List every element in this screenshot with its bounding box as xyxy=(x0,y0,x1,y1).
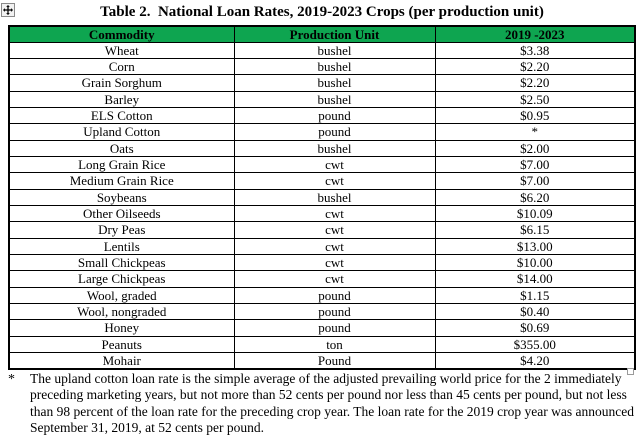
commodity-cell: Soybeans xyxy=(8,188,235,207)
commodity-cell: Small Chickpeas xyxy=(8,254,235,272)
unit-cell: bushel xyxy=(233,139,436,158)
rate-cell: $10.09 xyxy=(434,205,636,223)
commodity-cell: Medium Grain Rice xyxy=(8,172,235,190)
table-row: Wheat bushel $3.38 xyxy=(8,41,636,60)
footnote-text: The upland cotton loan rate is the simpl… xyxy=(30,371,634,437)
rate-cell: $10.00 xyxy=(434,254,636,272)
four-way-arrow-icon xyxy=(3,5,13,15)
unit-cell: pound xyxy=(233,123,436,141)
rate-cell: $6.20 xyxy=(434,188,636,207)
footnote-line: preceding marketing years, but not more … xyxy=(30,387,627,403)
table-row: Mohair Pound $4.20 xyxy=(8,352,636,370)
footnote-line: The upland cotton loan rate is the simpl… xyxy=(30,371,622,386)
header-production-unit: Production Unit xyxy=(233,25,436,43)
commodity-cell: Oats xyxy=(8,139,235,158)
unit-cell: pound xyxy=(233,303,436,321)
table-row: Dry Peas cwt $6.15 xyxy=(8,221,636,239)
table-row: ELS Cotton pound $0.95 xyxy=(8,107,636,125)
rate-cell: $2.20 xyxy=(434,58,636,76)
rate-cell: $2.50 xyxy=(434,90,636,109)
rate-cell: $1.15 xyxy=(434,286,636,305)
commodity-cell: Mohair xyxy=(8,352,235,370)
table-move-handle[interactable] xyxy=(1,3,15,17)
loan-rates-table: Commodity Production Unit 2019 -2023 Whe… xyxy=(8,25,636,370)
commodity-cell: Grain Sorghum xyxy=(8,74,235,92)
commodity-cell: Wool, nongraded xyxy=(8,303,235,321)
unit-cell: cwt xyxy=(233,205,436,223)
rate-cell: $14.00 xyxy=(434,270,636,288)
rate-cell: $0.40 xyxy=(434,303,636,321)
commodity-cell: Lentils xyxy=(8,237,235,256)
commodity-cell: Peanuts xyxy=(8,335,235,354)
unit-cell: cwt xyxy=(233,221,436,239)
header-commodity: Commodity xyxy=(8,25,235,43)
unit-cell: pound xyxy=(233,286,436,305)
table-row: Small Chickpeas cwt $10.00 xyxy=(8,254,636,272)
commodity-cell: Wool, graded xyxy=(8,286,235,305)
unit-cell: cwt xyxy=(233,270,436,288)
footnote-marker: * xyxy=(8,372,15,387)
rate-cell: $7.00 xyxy=(434,172,636,190)
commodity-cell: Honey xyxy=(8,319,235,337)
unit-cell: Pound xyxy=(233,352,436,370)
unit-cell: bushel xyxy=(233,188,436,207)
table-row: Large Chickpeas cwt $14.00 xyxy=(8,270,636,288)
commodity-cell: Dry Peas xyxy=(8,221,235,239)
page-title: Table 2. National Loan Rates, 2019-2023 … xyxy=(100,4,544,20)
table-row: Wool, graded pound $1.15 xyxy=(8,286,636,305)
footnote-line: than 98 percent of the loan rate for the… xyxy=(30,403,634,419)
rate-cell: $13.00 xyxy=(434,237,636,256)
rate-cell: $3.38 xyxy=(434,41,636,60)
rate-cell: $7.00 xyxy=(434,156,636,174)
unit-cell: cwt xyxy=(233,172,436,190)
commodity-cell: Large Chickpeas xyxy=(8,270,235,288)
table-row: Wool, nongraded pound $0.40 xyxy=(8,303,636,321)
unit-cell: ton xyxy=(233,335,436,354)
commodity-cell: Corn xyxy=(8,58,235,76)
commodity-cell: Barley xyxy=(8,90,235,109)
rate-cell: $6.15 xyxy=(434,221,636,239)
table-row: Medium Grain Rice cwt $7.00 xyxy=(8,172,636,190)
commodity-cell: Upland Cotton xyxy=(8,123,235,141)
rate-cell: $2.20 xyxy=(434,74,636,92)
table-row: Lentils cwt $13.00 xyxy=(8,237,636,256)
rate-cell: $0.95 xyxy=(434,107,636,125)
table-row: Peanuts ton $355.00 xyxy=(8,335,636,354)
rate-cell: $2.00 xyxy=(434,139,636,158)
footnote-line: September 31, 2019, at 52 cents per poun… xyxy=(30,420,264,436)
commodity-cell: Long Grain Rice xyxy=(8,156,235,174)
header-rate-years: 2019 -2023 xyxy=(434,25,636,43)
table-row: Soybeans bushel $6.20 xyxy=(8,188,636,207)
table-row: Long Grain Rice cwt $7.00 xyxy=(8,156,636,174)
unit-cell: bushel xyxy=(233,74,436,92)
commodity-cell: Wheat xyxy=(8,41,235,60)
unit-cell: pound xyxy=(233,107,436,125)
anchor-square-icon xyxy=(627,368,634,375)
unit-cell: cwt xyxy=(233,237,436,256)
rate-cell: $355.00 xyxy=(434,335,636,354)
table-row: Corn bushel $2.20 xyxy=(8,58,636,76)
unit-cell: pound xyxy=(233,319,436,337)
commodity-cell: Other Oilseeds xyxy=(8,205,235,223)
rate-cell: $4.20 xyxy=(434,352,636,370)
table-row: Other Oilseeds cwt $10.09 xyxy=(8,205,636,223)
rate-cell: * xyxy=(434,123,636,141)
loan-rates-table-body: Wheat bushel $3.38 Corn bushel $2.20 Grain Sor… xyxy=(8,41,636,370)
table-row: Oats bushel $2.00 xyxy=(8,139,636,158)
unit-cell: cwt xyxy=(233,156,436,174)
table-row: Grain Sorghum bushel $2.20 xyxy=(8,74,636,92)
table-header-row: Commodity Production Unit 2019 -2023 xyxy=(8,25,636,43)
table-row: Barley bushel $2.50 xyxy=(8,90,636,109)
unit-cell: bushel xyxy=(233,58,436,76)
unit-cell: cwt xyxy=(233,254,436,272)
unit-cell: bushel xyxy=(233,41,436,60)
unit-cell: bushel xyxy=(233,90,436,109)
rate-cell: $0.69 xyxy=(434,319,636,337)
table-row: Upland Cotton pound * xyxy=(8,123,636,141)
commodity-cell: ELS Cotton xyxy=(8,107,235,125)
table-row: Honey pound $0.69 xyxy=(8,319,636,337)
